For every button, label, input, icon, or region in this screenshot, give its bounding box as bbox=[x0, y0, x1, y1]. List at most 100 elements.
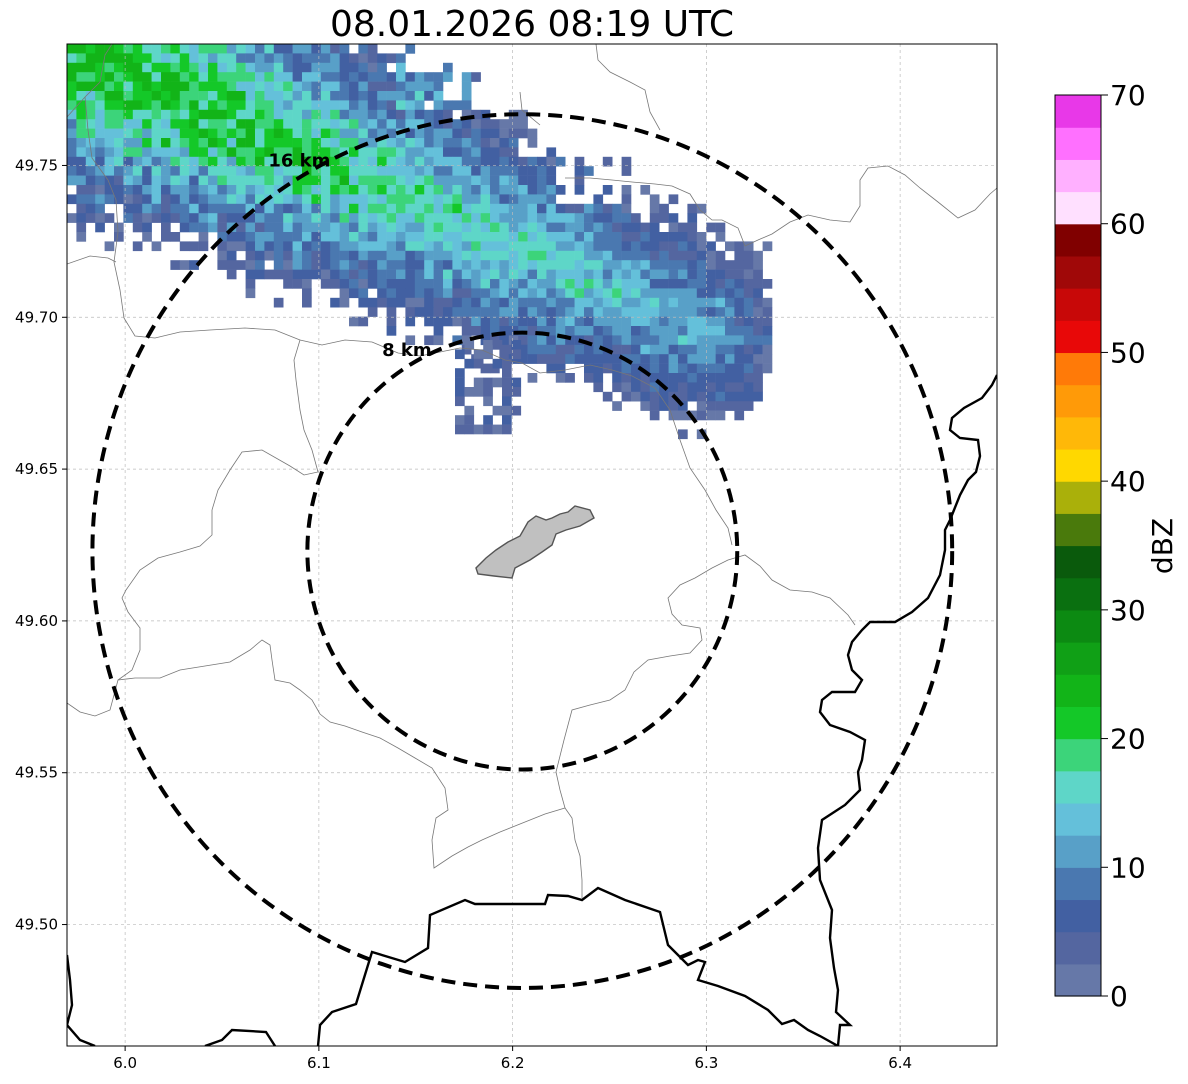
radar-echo-cell bbox=[198, 241, 209, 252]
radar-echo-cell bbox=[189, 203, 199, 214]
radar-echo-cell bbox=[537, 213, 547, 223]
radar-echo-cell bbox=[151, 119, 162, 129]
radar-echo-cell bbox=[226, 100, 237, 111]
radar-echo-cell bbox=[546, 166, 557, 176]
radar-echo-cell bbox=[480, 297, 491, 308]
radar-echo-cell bbox=[706, 335, 716, 346]
radar-echo-cell bbox=[170, 119, 181, 129]
radar-echo-cell bbox=[518, 166, 528, 176]
radar-echo-cell bbox=[555, 373, 566, 383]
radar-echo-cell bbox=[217, 222, 228, 233]
radar-echo-cell bbox=[433, 279, 444, 289]
radar-echo-cell bbox=[433, 175, 444, 186]
radar-echo-cell bbox=[725, 401, 735, 411]
radar-echo-cell bbox=[612, 335, 622, 346]
radar-echo-cell bbox=[217, 53, 228, 64]
radar-echo-cell bbox=[464, 387, 475, 397]
radar-echo-cell bbox=[179, 128, 190, 139]
radar-echo-cell bbox=[555, 354, 566, 364]
radar-echo-cell bbox=[433, 138, 444, 148]
radar-echo-cell bbox=[424, 232, 434, 242]
radar-echo-cell bbox=[179, 260, 190, 270]
radar-echo-cell bbox=[452, 335, 463, 346]
radar-echo-cell bbox=[377, 194, 387, 205]
radar-echo-cell bbox=[179, 53, 190, 64]
radar-echo-cell bbox=[537, 269, 547, 280]
radar-echo-cell bbox=[255, 250, 265, 261]
radar-echo-cell bbox=[612, 260, 622, 270]
radar-echo-cell bbox=[320, 260, 331, 270]
radar-echo-cell bbox=[320, 53, 331, 64]
radar-echo-cell bbox=[76, 166, 87, 176]
radar-echo-cell bbox=[217, 213, 228, 223]
radar-echo-cell bbox=[565, 279, 575, 289]
colorbar-segment bbox=[1055, 963, 1101, 997]
radar-echo-cell bbox=[508, 307, 519, 317]
radar-echo-cell bbox=[320, 279, 331, 289]
radar-echo-cell bbox=[208, 194, 218, 205]
radar-echo-cell bbox=[339, 250, 350, 261]
radar-echo-cell bbox=[621, 382, 632, 393]
radar-echo-cell bbox=[104, 194, 115, 205]
radar-echo-cell bbox=[358, 260, 369, 270]
radar-echo-cell bbox=[483, 424, 493, 435]
radar-echo-cell bbox=[273, 62, 284, 73]
radar-echo-cell bbox=[283, 279, 293, 289]
radar-echo-cell bbox=[593, 354, 604, 364]
radar-echo-cell bbox=[640, 401, 651, 411]
radar-echo-cell bbox=[424, 279, 434, 289]
radar-echo-cell bbox=[67, 138, 77, 148]
colorbar-tick-label: 70 bbox=[1110, 79, 1146, 112]
radar-echo-cell bbox=[706, 373, 716, 383]
radar-echo-cell bbox=[67, 175, 77, 186]
radar-echo-cell bbox=[706, 260, 716, 270]
radar-echo-cell bbox=[161, 213, 171, 223]
radar-echo-cell bbox=[377, 241, 387, 252]
radar-echo-cell bbox=[537, 316, 547, 327]
radar-echo-cell bbox=[715, 354, 726, 364]
radar-echo-cell bbox=[715, 260, 726, 270]
radar-echo-cell bbox=[142, 156, 152, 167]
radar-echo-cell bbox=[621, 288, 632, 299]
radar-echo-cell bbox=[602, 354, 613, 364]
radar-echo-cell bbox=[492, 377, 503, 388]
radar-echo-cell bbox=[85, 175, 96, 186]
y-tick-label: 49.60 bbox=[15, 612, 58, 630]
radar-echo-cell bbox=[386, 53, 397, 64]
radar-echo-cell bbox=[621, 166, 632, 176]
radar-echo-cell bbox=[471, 119, 481, 129]
radar-echo-cell bbox=[546, 203, 557, 214]
radar-echo-cell bbox=[320, 241, 331, 252]
radar-echo-cell bbox=[179, 81, 190, 92]
radar-echo-cell bbox=[546, 363, 557, 374]
radar-echo-cell bbox=[151, 53, 162, 64]
radar-echo-cell bbox=[668, 326, 679, 336]
radar-echo-cell bbox=[762, 335, 773, 346]
country-border bbox=[67, 1024, 96, 1046]
radar-echo-cell bbox=[414, 203, 425, 214]
radar-echo-cell bbox=[311, 91, 322, 101]
radar-echo-cell bbox=[443, 138, 453, 148]
radar-echo-cell bbox=[659, 279, 669, 289]
radar-echo-cell bbox=[433, 100, 444, 111]
radar-echo-cell bbox=[264, 269, 275, 280]
radar-echo-cell bbox=[245, 269, 256, 280]
colorbar-frame bbox=[1054, 94, 1102, 997]
radar-echo-cell bbox=[464, 358, 475, 369]
radar-echo-cell bbox=[461, 326, 472, 336]
radar-echo-cell bbox=[264, 203, 275, 214]
radar-echo-cell bbox=[715, 316, 726, 327]
radar-echo-cell bbox=[405, 260, 416, 270]
radar-echo-cell bbox=[386, 72, 397, 82]
radar-echo-cell bbox=[358, 147, 369, 158]
radar-echo-cell bbox=[367, 72, 378, 82]
radar-echo-cell bbox=[405, 109, 416, 120]
radar-echo-cell bbox=[95, 156, 105, 167]
radar-echo-cell bbox=[631, 241, 641, 252]
radar-echo-cell bbox=[396, 260, 406, 270]
radar-echo-cell bbox=[132, 62, 143, 73]
radar-echo-cell bbox=[161, 194, 171, 205]
radar-echo-cell bbox=[762, 279, 773, 289]
radar-echo-cell bbox=[414, 156, 425, 167]
radar-echo-cell bbox=[678, 401, 688, 411]
